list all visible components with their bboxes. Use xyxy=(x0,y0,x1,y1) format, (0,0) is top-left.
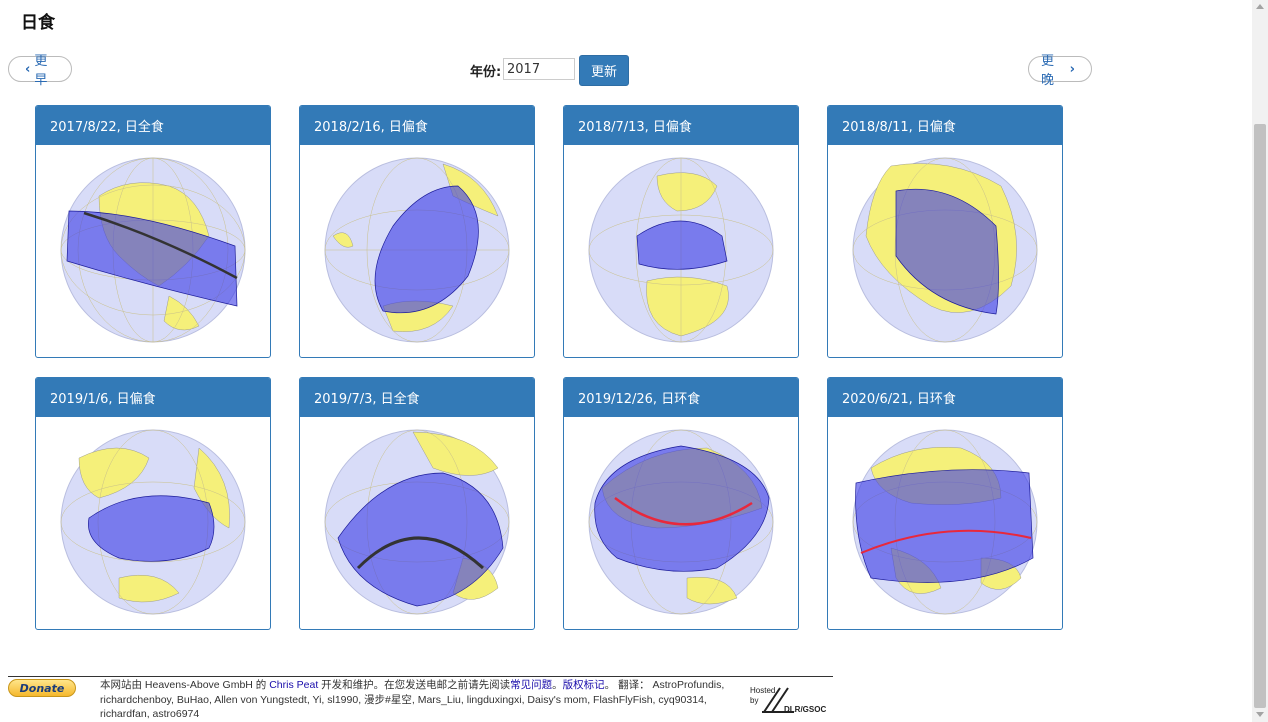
chevron-right-icon: › xyxy=(1069,61,1075,77)
eclipse-card[interactable]: 2018/7/13, 日偏食 xyxy=(563,105,799,358)
later-label: 更晚 xyxy=(1041,54,1055,88)
eclipse-globe-map xyxy=(300,417,534,629)
eclipse-globe-map xyxy=(300,145,534,357)
hosted-org: DLR/GSOC xyxy=(784,705,826,714)
eclipse-globe-map xyxy=(564,417,798,629)
hosted-by-dlr-logo[interactable]: Hosted by DLR/GSOC xyxy=(750,684,834,716)
eclipse-card[interactable]: 2019/12/26, 日环食 xyxy=(563,377,799,630)
footer-credits: 本网站由 Heavens-Above GmbH 的 Chris Peat 开发和… xyxy=(100,678,748,722)
eclipse-card-title: 2019/1/6, 日偏食 xyxy=(36,378,270,417)
year-label: 年份: xyxy=(470,65,502,80)
scroll-up-icon[interactable] xyxy=(1256,4,1264,9)
eclipse-card[interactable]: 2018/2/16, 日偏食 xyxy=(299,105,535,358)
footer-text-part: 本网站由 Heavens-Above GmbH 的 xyxy=(100,679,270,691)
eclipse-card-title: 2019/7/3, 日全食 xyxy=(300,378,534,417)
eclipse-card-title: 2017/8/22, 日全食 xyxy=(36,106,270,145)
copyright-link[interactable]: 版权标记 xyxy=(562,679,605,691)
eclipse-card[interactable]: 2020/6/21, 日环食 xyxy=(827,377,1063,630)
eclipse-globe-map xyxy=(36,145,270,357)
chevron-left-icon: ‹ xyxy=(25,61,31,77)
eclipse-card-title: 2018/7/13, 日偏食 xyxy=(564,106,798,145)
footer-divider xyxy=(8,676,833,677)
update-button[interactable]: 更新 xyxy=(579,55,629,86)
author-link[interactable]: Chris Peat xyxy=(269,679,319,691)
eclipse-card-title: 2020/6/21, 日环食 xyxy=(828,378,1062,417)
eclipse-card-title: 2018/8/11, 日偏食 xyxy=(828,106,1062,145)
eclipse-card-title: 2019/12/26, 日环食 xyxy=(564,378,798,417)
eclipse-card[interactable]: 2018/8/11, 日偏食 xyxy=(827,105,1063,358)
donate-button[interactable]: Donate xyxy=(8,679,76,697)
hosted-line1: Hosted xyxy=(750,686,775,695)
eclipse-globe-map xyxy=(828,417,1062,629)
scroll-down-icon[interactable] xyxy=(1256,712,1264,717)
earlier-button[interactable]: ‹ 更早 xyxy=(8,54,72,88)
eclipse-globe-map xyxy=(564,145,798,357)
scrollbar-thumb[interactable] xyxy=(1254,124,1266,708)
eclipse-card-title: 2018/2/16, 日偏食 xyxy=(300,106,534,145)
eclipse-globe-map xyxy=(828,145,1062,357)
eclipse-card[interactable]: 2017/8/22, 日全食 xyxy=(35,105,271,358)
dlr-logo-icon xyxy=(762,687,794,713)
footer-text-part: 开发和维护。在您发送电邮之前请先阅读 xyxy=(318,679,511,691)
faq-link[interactable]: 常见问题 xyxy=(510,679,553,691)
eclipse-globe-map xyxy=(36,417,270,629)
page-title: 日食 xyxy=(21,13,55,33)
year-input[interactable] xyxy=(503,58,575,80)
footer-text-part: 。 xyxy=(552,679,563,691)
earlier-label: 更早 xyxy=(34,54,48,88)
eclipse-card[interactable]: 2019/7/3, 日全食 xyxy=(299,377,535,630)
hosted-line2: by xyxy=(750,696,758,705)
translators-text: 。 翻译： AstroProfundis, richardchenboy, Bu… xyxy=(100,679,725,720)
eclipse-card[interactable]: 2019/1/6, 日偏食 xyxy=(35,377,271,630)
later-button[interactable]: 更晚 › xyxy=(1028,54,1092,88)
vertical-scrollbar[interactable] xyxy=(1252,0,1268,722)
